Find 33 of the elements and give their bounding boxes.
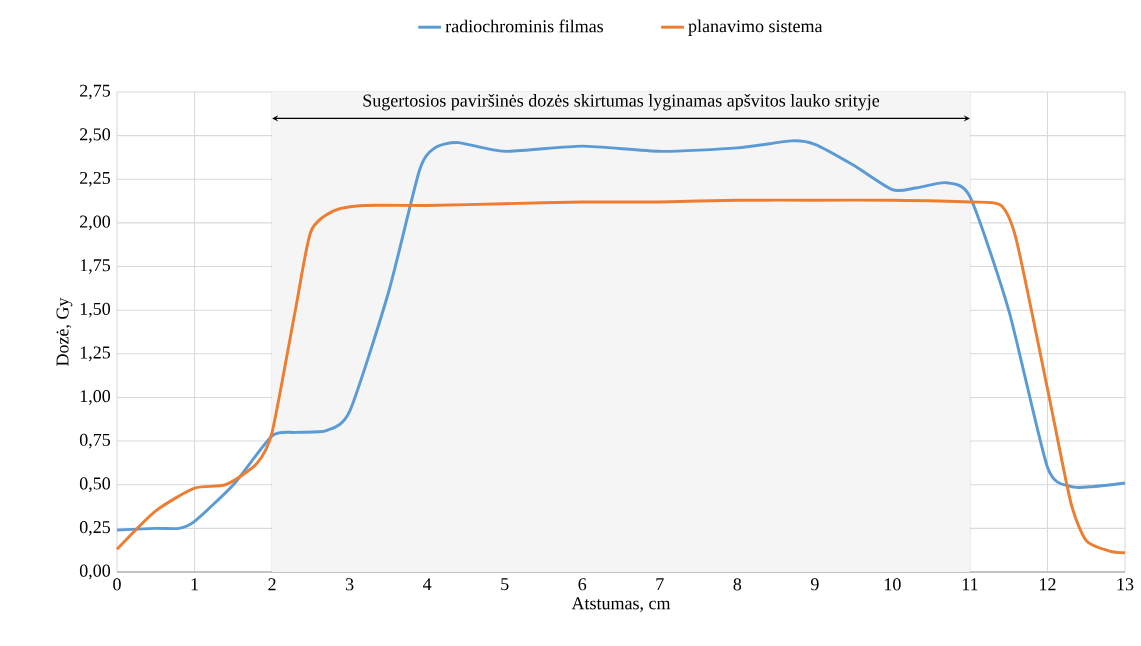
x-tick-label: 1 [191, 578, 198, 591]
y-tick-label: 1,50 [80, 302, 111, 318]
x-tick-label: 10 [884, 578, 901, 591]
x-tick-label: 5 [501, 578, 509, 591]
y-tick-label: 2,25 [80, 171, 111, 187]
y-tick-label: 2,00 [80, 215, 111, 231]
x-tick-label: 6 [578, 578, 587, 591]
x-tick-label: 4 [423, 578, 432, 591]
x-tick-label: 2 [268, 578, 276, 591]
x-tick-label: 12 [1040, 578, 1056, 591]
line-series [115, 198, 1127, 555]
x-tick-label: 3 [345, 578, 354, 591]
x-axis-title: Atstumas, cm [571, 597, 671, 612]
y-tick-label: 1,75 [80, 259, 111, 274]
y-tick-label: 0,00 [79, 564, 111, 580]
y-tick-label: 0,25 [79, 520, 111, 536]
x-tick-label: 0 [113, 578, 121, 591]
y-tick-label: 0,75 [79, 433, 111, 449]
x-tick-label: 7 [656, 578, 664, 591]
y-axis-title: Dozė, Gy [56, 297, 73, 366]
band-label: Sugertosios paviršinės dozės skirtumas lyginamas apšvitos lauko srityje [363, 93, 880, 111]
legend-label: planavimo sistema [688, 19, 823, 36]
y-tick-label: 1,00 [80, 390, 111, 405]
x-tick-label: 8 [733, 578, 742, 591]
legend-label: radiochrominis filmas [445, 19, 604, 33]
x-tick-label: 13 [1117, 578, 1134, 591]
x-tick-label: 11 [962, 578, 978, 591]
y-tick-label: 2,75 [80, 84, 111, 100]
x-tick-label: 9 [810, 578, 819, 591]
y-tick-label: 1,25 [80, 346, 111, 362]
line-series [115, 139, 1127, 532]
y-tick-label: 0,50 [79, 477, 111, 493]
y-tick-label: 2,50 [80, 128, 111, 143]
